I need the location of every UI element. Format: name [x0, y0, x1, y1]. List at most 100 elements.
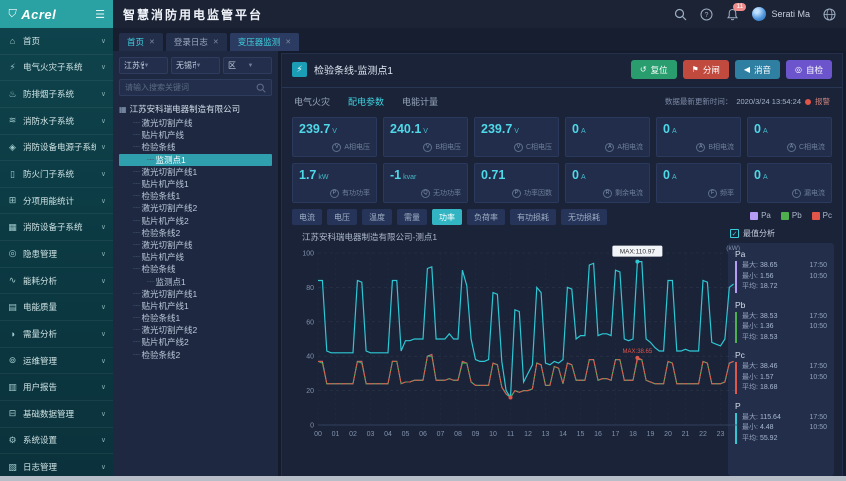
tree-node[interactable]: ┄┄ 激光切割产线1 — [119, 166, 272, 178]
reset-button[interactable]: ↺ 复位 — [630, 60, 677, 79]
tree-guide-line: ┄┄ — [133, 193, 141, 201]
tree-node[interactable]: ┄┄ 检验条线2 — [119, 349, 272, 361]
tree-node[interactable]: ┄┄ 检验条线 — [119, 141, 272, 153]
chip-无功损耗[interactable]: 无功损耗 — [561, 209, 607, 225]
tab-chip[interactable]: 登录日志 ✕ — [165, 33, 227, 51]
chevron-down-icon: ∨ — [100, 250, 106, 258]
svg-text:02: 02 — [349, 431, 357, 438]
min-max-stats-panel: Pa 最大: 38.65 17:50 最小: 1.56 10:50 平均: 18.72 Pb 最大:… — [728, 243, 834, 476]
tree-node[interactable]: ┄┄ 监测点1 — [119, 153, 272, 166]
user-report-icon: ▥ — [8, 381, 17, 392]
chip-有功损耗[interactable]: 有功损耗 — [510, 209, 556, 225]
mute-button[interactable]: ◀ 消音 — [734, 60, 780, 79]
tree-node[interactable]: ┄┄ 贴片机产线1 — [119, 300, 272, 312]
tree-node[interactable]: ┄┄ 贴片机产线1 — [119, 178, 272, 190]
sidebar-item-water[interactable]: ≋ 消防水子系统 ∨ — [0, 108, 113, 135]
sidebar-item-electric-fire[interactable]: ⚡ 电气火灾子系统 ∨ — [0, 55, 113, 82]
hamburger-menu-icon[interactable]: ☰ — [95, 8, 105, 21]
close-icon[interactable]: ✕ — [212, 39, 219, 46]
sidebar-item-label: 消防水子系统 — [23, 115, 75, 126]
tree-guide-line: ┄┄ — [147, 156, 155, 164]
metric-label-text: 功率因数 — [524, 190, 552, 197]
tree-search-input[interactable] — [125, 83, 256, 92]
search-icon[interactable] — [674, 8, 687, 21]
tree-node[interactable]: ┄┄ 贴片机产线 — [119, 129, 272, 141]
energy-analysis-icon: ∿ — [8, 275, 17, 286]
panel-title: 检验条线-监测点1 — [314, 66, 393, 77]
chevron-down-icon: ∨ — [100, 197, 106, 205]
region-select[interactable]: 江苏省▼ — [119, 57, 168, 74]
chevron-down-icon: ∨ — [100, 171, 106, 179]
tree-root[interactable]: ▦ 江苏安科瑞电器制造有限公司 — [119, 103, 272, 115]
chip-需量[interactable]: 需量 — [397, 209, 427, 225]
legend-item-Pb[interactable]: Pb — [780, 211, 802, 220]
metric-unit: A — [580, 174, 586, 181]
tree-node[interactable]: ┄┄ 贴片机产线2 — [119, 336, 272, 348]
chip-电流[interactable]: 电流 — [292, 209, 322, 225]
bell-icon[interactable]: 11 — [726, 2, 747, 21]
close-icon[interactable]: ✕ — [285, 39, 292, 46]
sidebar-item-base-data[interactable]: ⊟ 基础数据管理 ∨ — [0, 401, 113, 428]
tab-chip[interactable]: 首页 ✕ — [119, 33, 163, 51]
tree-node[interactable]: ┄┄ 激光切割产线2 — [119, 324, 272, 336]
sidebar-item-hazard[interactable]: ◎ 隐患管理 ∨ — [0, 241, 113, 268]
tree-node[interactable]: ┄┄ 激光切割产线 — [119, 239, 272, 251]
tree-search-icon[interactable] — [256, 83, 266, 93]
button-label: 分闸 — [702, 64, 720, 75]
user-menu[interactable]: Serati Ma — [752, 7, 810, 21]
tree-node[interactable]: ┄┄ 激光切割产线2 — [119, 202, 272, 214]
sidebar-item-power-quality[interactable]: ▤ 电能质量 ∨ — [0, 294, 113, 322]
svg-text:40: 40 — [306, 354, 314, 361]
metric-label: A A相电流 — [605, 142, 643, 152]
tab-配电参数[interactable]: 配电参数 — [348, 97, 385, 107]
tab-电能计量[interactable]: 电能计量 — [402, 97, 439, 107]
tree-node[interactable]: ┄┄ 监测点1 — [119, 275, 272, 287]
tree-node[interactable]: ┄┄ 检验条线1 — [119, 190, 272, 202]
tree-node[interactable]: ┄┄ 激光切割产线1 — [119, 288, 272, 300]
sidebar-item-maintenance[interactable]: ⊚ 运维管理 ∨ — [0, 348, 113, 375]
max-analysis-checkbox[interactable]: ✓ 最值分析 — [730, 228, 834, 239]
sidebar-item-fire-equipment[interactable]: ▦ 消防设备子系统 ∨ — [0, 214, 113, 242]
tree-node[interactable]: ┄┄ 贴片机产线2 — [119, 215, 272, 227]
circled-letter-icon: V — [332, 142, 342, 152]
sidebar-item-label: 防排烟子系统 — [23, 89, 75, 100]
tree-node-label: 检验条线 — [141, 142, 176, 153]
self-test-button[interactable]: ◎ 自检 — [786, 60, 832, 79]
sidebar-item-home[interactable]: ⌂ 首页 ∨ — [0, 28, 113, 55]
tree-node[interactable]: ┄┄ 检验条线2 — [119, 227, 272, 239]
legend-item-Pc[interactable]: Pc — [811, 211, 832, 220]
close-icon[interactable]: ✕ — [149, 39, 155, 46]
tree-node[interactable]: ┄┄ 检验条线 — [119, 263, 272, 275]
region-select[interactable]: 区 ▼ — [223, 57, 272, 74]
chip-负荷率[interactable]: 负荷率 — [467, 209, 505, 225]
horizontal-scrollbar[interactable] — [0, 476, 846, 481]
region-select[interactable]: 无锡市▼ — [171, 57, 220, 74]
chip-电压[interactable]: 电压 — [327, 209, 357, 225]
stat-time: 10:50 — [809, 323, 827, 330]
tree-node[interactable]: ┄┄ 激光切割产线 — [119, 117, 272, 129]
legend-item-Pa[interactable]: Pa — [750, 211, 771, 220]
tree-node[interactable]: ┄┄ 检验条线1 — [119, 312, 272, 324]
sidebar-item-energy-analysis[interactable]: ∿ 能耗分析 ∨ — [0, 268, 113, 295]
sidebar-item-energy-stat[interactable]: ⊞ 分项用能统计 ∨ — [0, 188, 113, 215]
sidebar-item-settings[interactable]: ⚙ 系统设置 ∨ — [0, 428, 113, 455]
circled-letter-icon: F — [708, 188, 717, 198]
stat-value: 18.68 — [759, 384, 778, 391]
svg-text:20: 20 — [664, 431, 672, 438]
metric-label-text: A相电流 — [617, 144, 643, 151]
sidebar-item-power-supply[interactable]: ◈ 消防设备电源子系统 ∨ — [0, 135, 113, 162]
tab-电气火灾[interactable]: 电气火灾 — [294, 97, 331, 107]
sidebar-item-user-report[interactable]: ▥ 用户报告 ∨ — [0, 374, 113, 401]
sidebar-item-smoke[interactable]: ♨ 防排烟子系统 ∨ — [0, 81, 113, 108]
chip-功率[interactable]: 功率 — [432, 209, 462, 225]
language-globe-icon[interactable] — [823, 8, 836, 21]
tab-chip[interactable]: 变压器监测 ✕ — [229, 33, 300, 51]
trip-button[interactable]: ⚑ 分闸 — [682, 60, 729, 79]
sidebar-item-demand-analysis[interactable]: ◑ 需量分析 ∨ — [0, 321, 113, 348]
chip-温度[interactable]: 温度 — [362, 209, 392, 225]
power-chart: (kW) 0 20 40 60 80 100 00 01 02 03 04 05 06 07 08 09 10 11… — [292, 243, 740, 476]
sidebar-item-fire-door[interactable]: ▯ 防火门子系统 ∨ — [0, 161, 113, 188]
tab-chip-label: 首页 — [127, 37, 145, 47]
tree-node[interactable]: ┄┄ 贴片机产线 — [119, 251, 272, 263]
help-icon[interactable]: ? — [700, 8, 713, 21]
